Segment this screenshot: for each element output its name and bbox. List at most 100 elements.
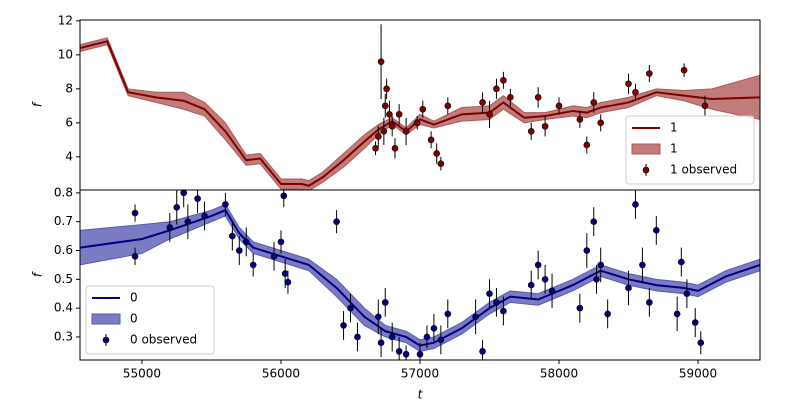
observed-point bbox=[590, 218, 598, 225]
y-tick-label: 0.4 bbox=[54, 301, 73, 315]
observed-point bbox=[372, 145, 379, 152]
observed-point bbox=[683, 290, 691, 298]
x-axis-label: t bbox=[418, 388, 424, 401]
observed-point bbox=[625, 284, 632, 292]
observed-point bbox=[597, 119, 605, 127]
observed-point bbox=[374, 313, 382, 321]
observed-point bbox=[402, 128, 410, 135]
observed-point bbox=[229, 232, 236, 240]
y-tick-label: 0.7 bbox=[54, 214, 73, 228]
observed-point bbox=[340, 322, 347, 329]
observed-point bbox=[180, 190, 187, 197]
observed-point bbox=[479, 348, 486, 355]
observed-point bbox=[377, 339, 385, 347]
observed-point bbox=[500, 77, 507, 84]
observed-point bbox=[277, 238, 285, 246]
observed-point bbox=[583, 141, 591, 149]
observed-point bbox=[646, 70, 653, 77]
observed-point bbox=[383, 85, 390, 93]
observed-point bbox=[486, 290, 493, 298]
observed-point bbox=[184, 218, 192, 225]
observed-point bbox=[472, 313, 479, 321]
y-tick-label: 10 bbox=[58, 47, 73, 61]
observed-point bbox=[653, 227, 660, 234]
observed-point bbox=[281, 270, 289, 277]
observed-point bbox=[479, 99, 486, 106]
observed-point bbox=[593, 276, 600, 283]
legend-marker bbox=[642, 166, 650, 174]
legend-label: 1 bbox=[670, 142, 678, 156]
legend-box bbox=[625, 115, 755, 185]
confidence-band bbox=[80, 203, 760, 352]
observed-point bbox=[374, 133, 382, 140]
observed-point bbox=[697, 339, 705, 347]
observed-point bbox=[541, 276, 549, 283]
plot-area bbox=[80, 190, 760, 360]
x-tick-label: 55000 bbox=[123, 367, 161, 381]
y-axis-label: f bbox=[31, 101, 45, 107]
observed-point bbox=[646, 299, 653, 306]
observed-point bbox=[701, 102, 709, 110]
y-tick-label: 12 bbox=[58, 13, 73, 27]
legend-box bbox=[85, 285, 215, 355]
observed-point bbox=[242, 238, 250, 246]
observed-point bbox=[377, 58, 385, 65]
observed-point bbox=[131, 209, 139, 217]
observed-point bbox=[386, 111, 393, 118]
x-tick-label: 56000 bbox=[262, 367, 300, 381]
observed-point bbox=[534, 261, 542, 269]
observed-point bbox=[201, 212, 208, 220]
observed-point bbox=[576, 116, 584, 123]
y-tick-label: 6 bbox=[65, 115, 73, 129]
observed-point bbox=[444, 102, 452, 110]
observed-point bbox=[673, 310, 681, 318]
observed-point bbox=[380, 128, 388, 135]
observed-point bbox=[444, 310, 452, 318]
observed-point bbox=[347, 304, 354, 312]
observed-point bbox=[391, 145, 399, 152]
observed-point bbox=[249, 261, 257, 269]
legend-label: 1 observed bbox=[670, 163, 737, 177]
observed-point bbox=[486, 111, 493, 118]
legend-label: 0 observed bbox=[130, 333, 197, 347]
observed-point bbox=[354, 333, 361, 341]
legend-marker bbox=[102, 336, 110, 344]
observed-point bbox=[427, 136, 435, 144]
y-tick-label: 0.3 bbox=[54, 329, 73, 343]
y-tick-label: 0.5 bbox=[54, 272, 73, 286]
observed-point bbox=[402, 350, 410, 358]
x-tick-label: 59000 bbox=[679, 367, 717, 381]
observed-point bbox=[691, 319, 699, 326]
observed-point bbox=[333, 218, 340, 225]
observed-point bbox=[430, 325, 438, 332]
observed-point bbox=[583, 247, 591, 254]
observed-point bbox=[576, 304, 584, 312]
observed-point bbox=[235, 247, 243, 254]
observed-point bbox=[437, 160, 445, 167]
observed-point bbox=[423, 333, 431, 341]
observed-point bbox=[433, 150, 440, 157]
observed-point bbox=[625, 80, 632, 88]
observed-point bbox=[416, 350, 424, 358]
observed-point bbox=[639, 261, 646, 269]
observed-point bbox=[507, 94, 514, 101]
legend-label: 0 bbox=[130, 312, 138, 326]
y-tick-label: 4 bbox=[65, 149, 73, 163]
observed-point bbox=[632, 88, 639, 96]
observed-point bbox=[527, 281, 535, 289]
x-tick-label: 57000 bbox=[401, 367, 439, 381]
observed-point bbox=[381, 102, 389, 110]
y-tick-label: 0.6 bbox=[54, 243, 73, 257]
legend-label: 0 bbox=[130, 291, 138, 305]
observed-point bbox=[413, 119, 421, 127]
observed-point bbox=[555, 102, 563, 110]
observed-point bbox=[419, 105, 427, 113]
x-tick-label: 58000 bbox=[540, 367, 578, 381]
legend-band bbox=[631, 143, 661, 155]
observed-point bbox=[388, 333, 396, 341]
legend-label: 1 bbox=[670, 121, 678, 135]
observed-point bbox=[590, 99, 598, 106]
observed-point bbox=[678, 258, 685, 266]
observed-point bbox=[500, 307, 507, 315]
